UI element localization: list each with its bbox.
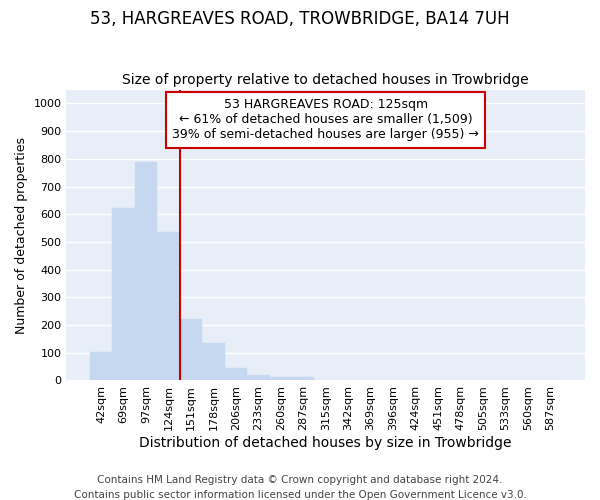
Bar xyxy=(90,352,112,380)
X-axis label: Distribution of detached houses by size in Trowbridge: Distribution of detached houses by size … xyxy=(139,436,512,450)
Bar xyxy=(112,208,135,380)
Bar xyxy=(180,319,202,380)
Bar xyxy=(202,343,224,380)
Title: Size of property relative to detached houses in Trowbridge: Size of property relative to detached ho… xyxy=(122,73,529,87)
Bar xyxy=(247,376,269,380)
Text: 53, HARGREAVES ROAD, TROWBRIDGE, BA14 7UH: 53, HARGREAVES ROAD, TROWBRIDGE, BA14 7U… xyxy=(90,10,510,28)
Bar xyxy=(157,232,180,380)
Bar xyxy=(224,368,247,380)
Text: Contains HM Land Registry data © Crown copyright and database right 2024.
Contai: Contains HM Land Registry data © Crown c… xyxy=(74,474,526,500)
Bar xyxy=(269,376,292,380)
Text: 53 HARGREAVES ROAD: 125sqm
← 61% of detached houses are smaller (1,509)
39% of s: 53 HARGREAVES ROAD: 125sqm ← 61% of deta… xyxy=(172,98,479,142)
Bar xyxy=(292,378,314,380)
Y-axis label: Number of detached properties: Number of detached properties xyxy=(15,136,28,334)
Bar xyxy=(135,162,157,380)
